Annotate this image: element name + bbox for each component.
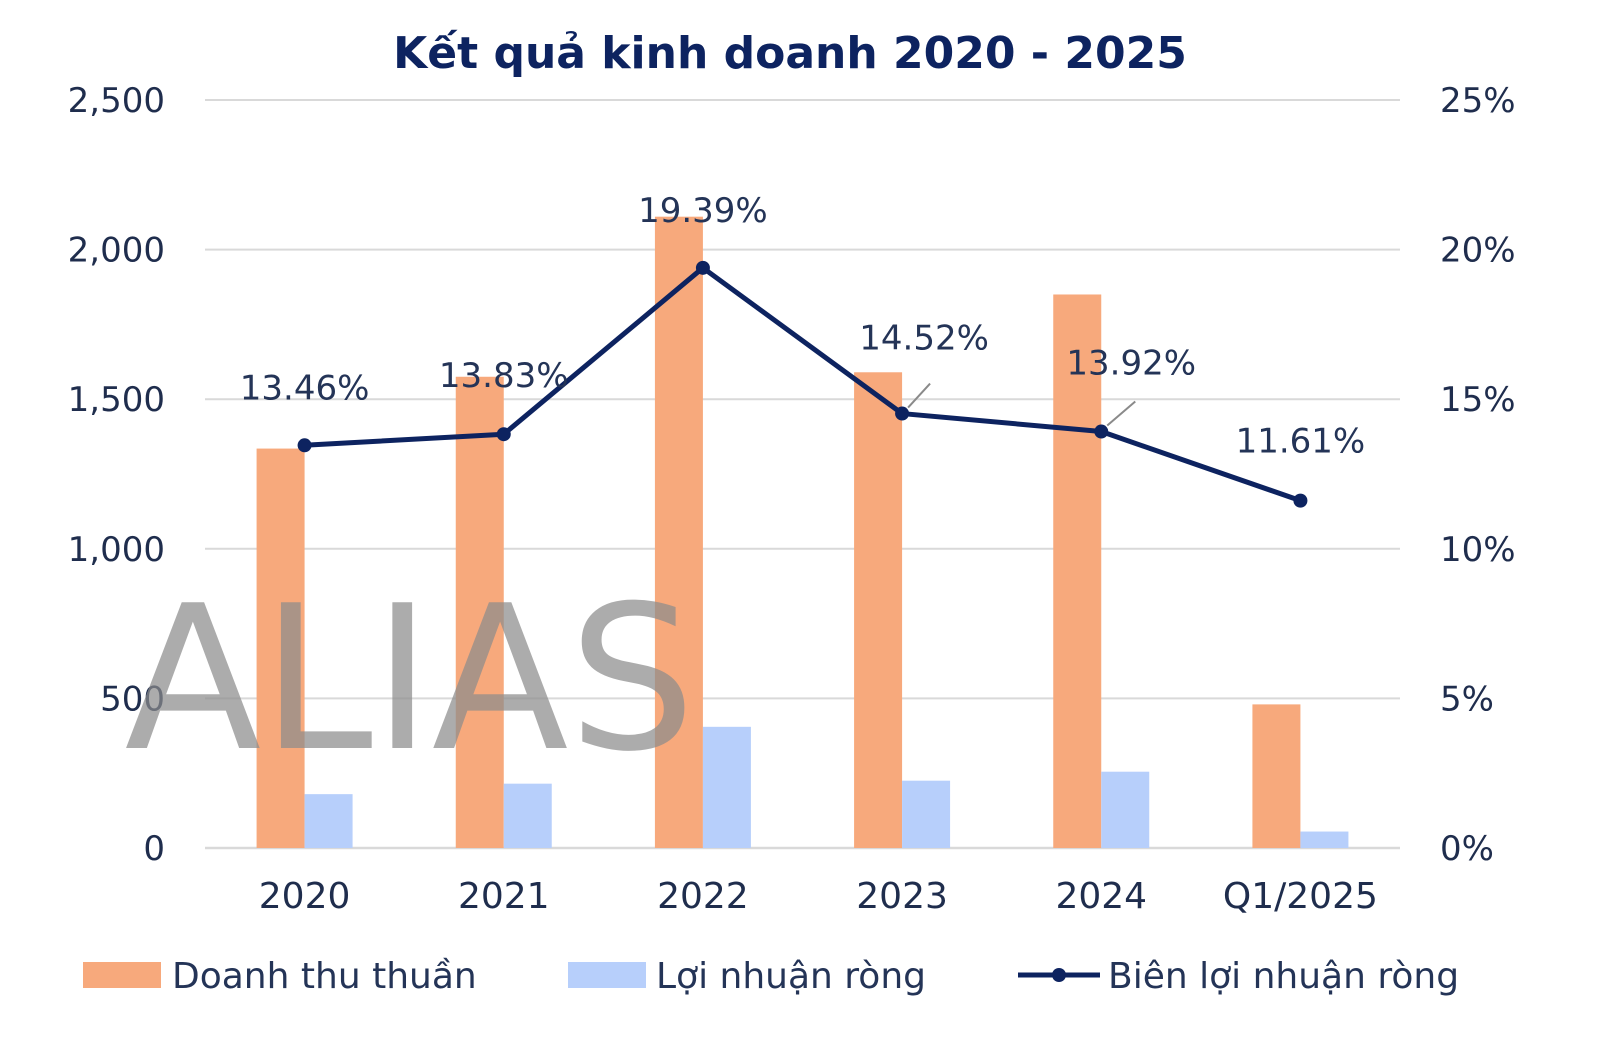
x-tick-label: 2022 [657,876,749,917]
net-margin-point [695,260,710,275]
label-leader-line [907,382,931,409]
net-margin-label: 13.46% [240,368,370,408]
net-margin-label: 19.39% [638,191,768,231]
y-axis-left: 0 500 1,000 1,500 2,000 2,500 [68,81,165,869]
revenue-bar [256,448,305,848]
y-right-tick-label: 0% [1440,829,1494,869]
y-right-tick-label: 5% [1440,679,1494,719]
data-labels: 13.46% 13.83% 19.39% 14.52% 13.92% 11.61% [240,191,1365,462]
y-axis-right: 0% 5% 10% 15% 20% 25% [1440,81,1516,869]
net-profit-bar [702,726,751,848]
net-profit-bar [902,780,951,848]
net-profit-bar [304,794,353,848]
net-margin-point [1094,424,1109,439]
chart-title: Kết quả kinh doanh 2020 - 2025 [393,28,1187,79]
legend-swatch-net-profit [568,962,646,988]
y-right-tick-label: 10% [1440,530,1516,570]
revenue-bar [854,372,903,848]
revenue-bar [1053,294,1102,849]
bar-series [256,216,1349,849]
y-left-tick-label: 1,500 [68,380,165,420]
legend-label-net-profit: Lợi nhuận ròng [656,956,926,997]
line-series [297,260,1308,508]
y-left-tick-label: 1,000 [68,530,165,570]
legend-swatch-revenue [83,962,161,988]
y-left-tick-label: 2,000 [68,231,165,271]
net-margin-point [895,406,910,421]
watermark: ALIAS [125,563,696,796]
y-right-tick-label: 15% [1440,380,1516,420]
net-profit-bar [1101,771,1150,848]
y-right-tick-label: 25% [1440,81,1516,121]
revenue-bar [455,376,504,848]
revenue-bar [1252,704,1301,848]
net-margin-label: 14.52% [859,319,989,359]
x-tick-label: 2024 [1055,876,1147,917]
legend-label-net-margin: Biên lợi nhuận ròng [1108,956,1459,997]
x-tick-label: 2023 [856,876,948,917]
y-left-tick-label: 0 [143,829,165,869]
gridlines [205,99,1400,850]
legend-label-revenue: Doanh thu thuần [172,956,477,997]
net-margin-point [297,438,312,453]
legend: Doanh thu thuần Lợi nhuận ròng Biên lợi nh… [83,956,1459,997]
net-profit-bar [503,783,552,848]
y-right-tick-label: 20% [1440,231,1516,271]
x-tick-label: 2021 [458,876,550,917]
net-margin-line [304,265,1302,503]
net-margin-label: 11.61% [1236,422,1366,462]
x-tick-label: Q1/2025 [1223,876,1378,917]
y-left-tick-label: 500 [100,679,165,719]
net-margin-label: 13.83% [439,356,569,396]
revenue-bar [654,216,703,849]
legend-marker-net-margin [1052,968,1066,982]
net-margin-label: 13.92% [1066,344,1196,384]
net-margin-point [1293,493,1308,508]
net-profit-bar [1300,831,1349,848]
x-tick-label: 2020 [259,876,351,917]
y-left-tick-label: 2,500 [68,81,165,121]
label-leader-line [1106,400,1136,427]
net-margin-point [496,427,511,442]
x-axis: 2020 2021 2022 2023 2024 Q1/2025 [259,876,1378,917]
